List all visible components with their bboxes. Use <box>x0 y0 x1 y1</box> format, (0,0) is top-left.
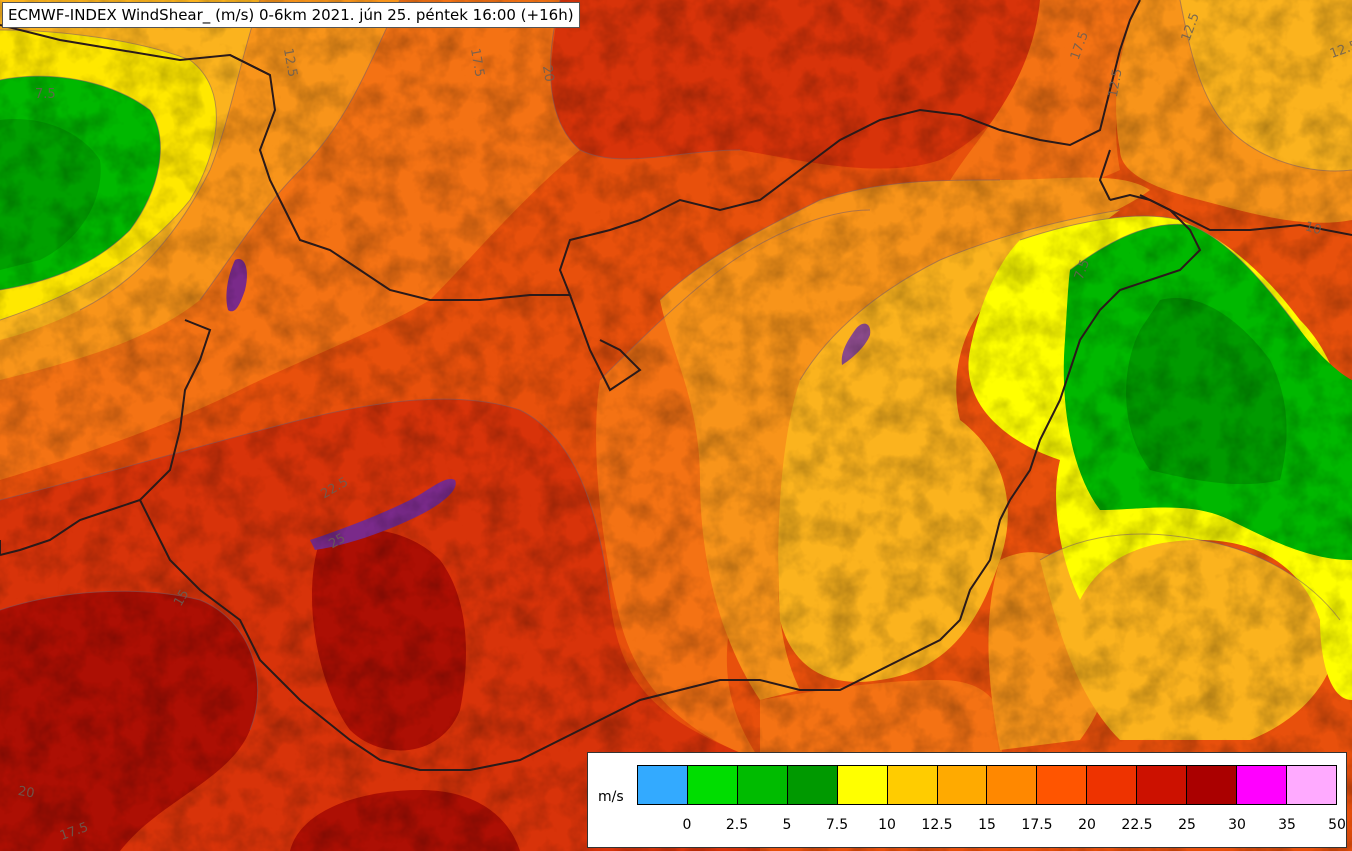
legend-tick-label: 25 <box>1178 817 1196 833</box>
legend-swatch <box>987 766 1038 804</box>
color-legend: m/s 0 2.5 5 7.5 10 12.5 15 17.5 20 22.5 25 30 35 50 <box>587 752 1347 848</box>
contour-label: 7.5 <box>1072 257 1093 282</box>
legend-swatch <box>737 766 788 804</box>
legend-tick-label: 12.5 <box>921 817 953 833</box>
legend-tick-label: 35 <box>1278 817 1296 833</box>
legend-tick-label: 17.5 <box>1021 817 1053 833</box>
legend-swatch <box>1187 766 1238 804</box>
contour-label: 12.5 <box>1106 68 1126 99</box>
legend-swatch <box>837 766 888 804</box>
legend-tick-label: 30 <box>1228 817 1246 833</box>
contour-lines <box>0 0 1352 731</box>
legend-swatch <box>1237 766 1287 804</box>
contour-label: 12.5 <box>280 47 300 78</box>
legend-ticks: 0 2.5 5 7.5 10 12.5 15 17.5 20 22.5 25 30 35 50 <box>637 817 1346 837</box>
legend-swatch <box>887 766 938 804</box>
legend-swatch <box>687 766 738 804</box>
legend-swatch <box>1137 766 1188 804</box>
legend-swatch <box>1087 766 1138 804</box>
legend-tick-label: 2.5 <box>725 817 749 833</box>
legend-tick-label: 10 <box>878 817 896 833</box>
legend-swatch <box>937 766 988 804</box>
legend-color-bar <box>637 765 1337 805</box>
contour-label: 17.5 <box>467 47 487 78</box>
legend-unit: m/s <box>598 789 624 805</box>
legend-swatch <box>638 766 688 804</box>
legend-tick-label: 15 <box>978 817 996 833</box>
legend-tick-label: 50 <box>1328 817 1346 833</box>
legend-tick-label: 7.5 <box>825 817 849 833</box>
legend-tick-label: 0 <box>682 817 692 833</box>
legend-swatch <box>787 766 838 804</box>
legend-tick-label: 20 <box>1078 817 1096 833</box>
legend-tick-label: 5 <box>782 817 792 833</box>
country-borders <box>0 0 1352 771</box>
contour-label: 20 <box>539 64 557 83</box>
legend-swatch <box>1037 766 1088 804</box>
legend-swatch <box>1286 766 1336 804</box>
contour-label: 15 <box>171 587 192 609</box>
contour-label: 20 <box>17 784 36 802</box>
map-title: ECMWF-INDEX WindShear_ (m/s) 0-6km 2021.… <box>2 2 580 28</box>
contour-label: 7.5 <box>35 87 56 102</box>
legend-tick-label: 22.5 <box>1121 817 1153 833</box>
contour-label: 10 <box>1303 219 1323 238</box>
contour-label: 25 <box>326 531 348 552</box>
